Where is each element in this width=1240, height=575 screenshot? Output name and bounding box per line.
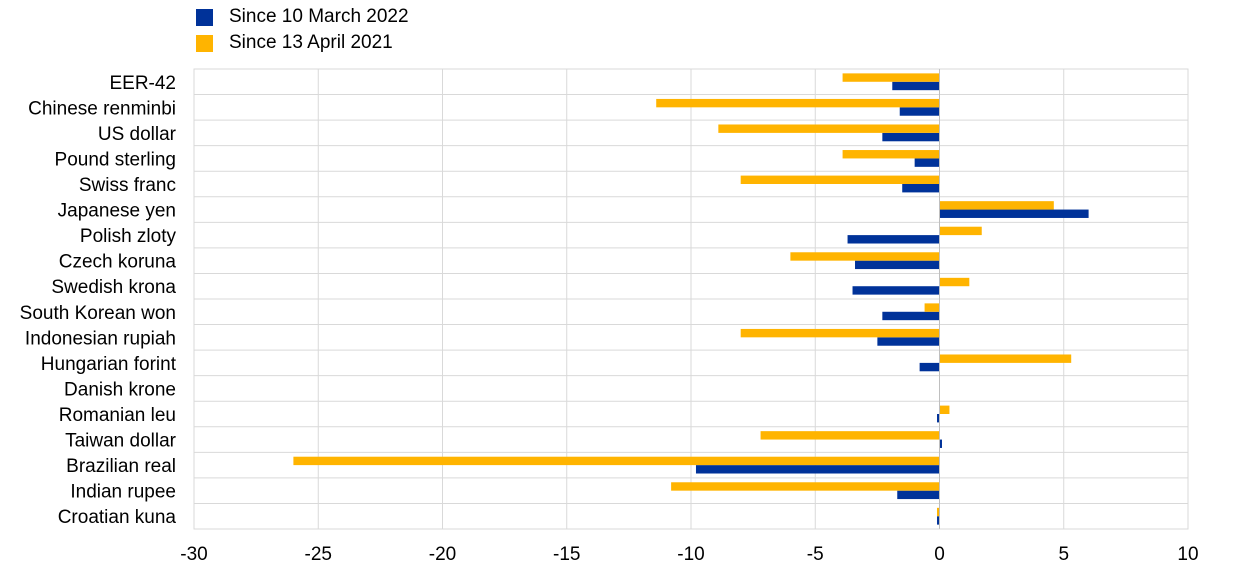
bar-series-0-6	[847, 235, 940, 244]
category-label-5: Japanese yen	[58, 201, 176, 222]
category-label-9: South Korean won	[20, 303, 176, 324]
category-label-2: US dollar	[98, 124, 177, 145]
bar-series-1-2	[718, 124, 940, 133]
category-label-11: Hungarian forint	[41, 354, 177, 375]
bar-series-1-9	[924, 303, 940, 312]
bar-series-1-15	[293, 456, 940, 466]
bar-series-0-13	[937, 414, 940, 423]
bar-series-1-8	[939, 277, 970, 287]
category-label-3: Pound sterling	[55, 149, 176, 170]
bar-series-0-2	[882, 132, 940, 142]
legend-item-series-0: Since 10 March 2022	[196, 4, 409, 30]
bar-series-1-14	[760, 431, 940, 440]
category-label-14: Taiwan dollar	[65, 431, 177, 452]
category-label-15: Brazilian real	[66, 456, 176, 477]
bar-series-1-16	[671, 482, 940, 491]
bar-series-0-9	[882, 311, 940, 321]
bar-series-1-7	[790, 252, 940, 261]
x-tick-label-6: 0	[934, 544, 945, 565]
bar-series-0-10	[877, 337, 940, 346]
bar-series-0-16	[897, 490, 940, 500]
bar-series-0-17	[937, 516, 940, 525]
legend-item-series-1: Since 13 April 2021	[196, 30, 409, 56]
category-label-16: Indian rupee	[70, 482, 176, 503]
legend-label-series-0: Since 10 March 2022	[229, 6, 409, 27]
x-tick-label-7: 5	[1058, 544, 1069, 565]
bar-series-1-4	[740, 175, 940, 184]
bar-series-0-11	[919, 362, 940, 372]
category-label-10: Indonesian rupiah	[25, 328, 176, 349]
legend-label-series-1: Since 13 April 2021	[229, 32, 393, 53]
bar-series-0-7	[855, 260, 940, 270]
legend: Since 10 March 2022 Since 13 April 2021	[196, 4, 409, 56]
category-label-0: EER-42	[109, 73, 176, 94]
bar-series-0-4	[902, 184, 940, 193]
bar-series-0-3	[914, 158, 940, 167]
legend-swatch-series-1	[196, 34, 213, 52]
x-tick-label-0: -30	[180, 544, 207, 565]
category-label-7: Czech koruna	[59, 252, 177, 273]
bar-series-1-17	[937, 507, 940, 517]
bar-series-0-1	[899, 107, 940, 116]
x-tick-label-8: 10	[1177, 544, 1198, 565]
category-label-8: Swedish krona	[51, 277, 176, 298]
category-label-6: Polish zloty	[80, 226, 177, 247]
bar-series-0-15	[695, 465, 940, 474]
category-label-17: Croatian kuna	[58, 507, 177, 528]
category-label-12: Danish krone	[64, 379, 176, 400]
bar-series-1-13	[939, 405, 950, 414]
x-tick-label-5: -5	[807, 544, 824, 565]
x-tick-label-3: -15	[553, 544, 580, 565]
category-label-4: Swiss franc	[79, 175, 176, 196]
bar-series-0-8	[852, 286, 940, 295]
bar-series-1-10	[740, 328, 940, 338]
bar-series-1-1	[656, 98, 940, 108]
category-label-1: Chinese renminbi	[28, 98, 176, 119]
category-label-13: Romanian leu	[59, 405, 176, 426]
bar-series-1-0	[842, 73, 940, 82]
bar-series-1-5	[939, 201, 1054, 210]
bar-series-0-0	[892, 81, 940, 91]
bar-series-0-5	[939, 209, 1089, 218]
bar-series-1-3	[842, 150, 940, 159]
bar-series-1-11	[939, 354, 1072, 363]
x-tick-label-2: -20	[429, 544, 456, 565]
legend-swatch-series-0	[196, 8, 213, 26]
x-tick-label-4: -10	[677, 544, 704, 565]
x-tick-label-1: -25	[305, 544, 332, 565]
bar-series-1-6	[939, 226, 982, 236]
bar-series-0-14	[939, 439, 942, 448]
